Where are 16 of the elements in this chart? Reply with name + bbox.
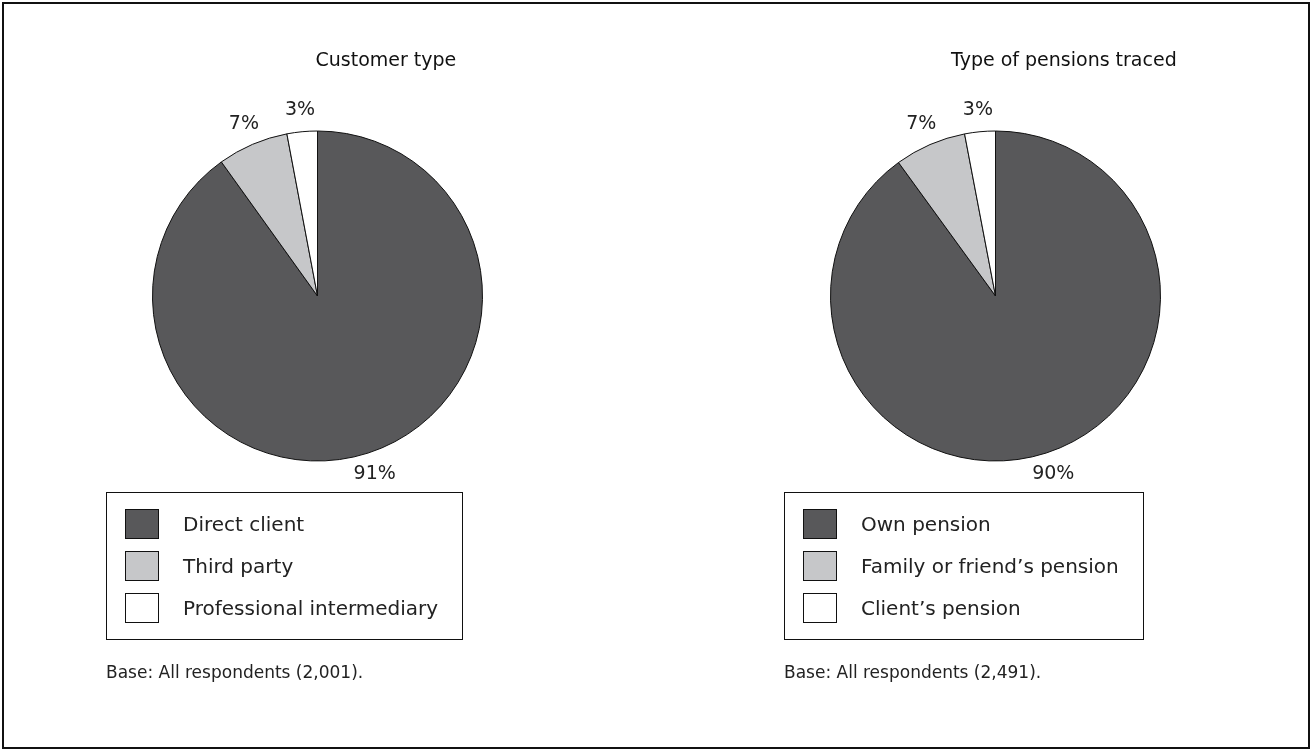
data-label: 7%	[228, 111, 260, 134]
chart-title: Type of pensions traced	[951, 48, 1177, 70]
data-label: 90%	[1032, 460, 1075, 483]
text: Base: All respondents (2,001).	[106, 662, 364, 682]
legend-label: Direct client	[183, 512, 305, 536]
legend-label: Third party	[183, 554, 294, 578]
chart-title: Customer type	[315, 48, 457, 70]
data-label: 91%	[353, 460, 396, 483]
data-label: 3%	[962, 96, 993, 119]
legend-label: Own pension	[861, 512, 991, 536]
data-label: 7%	[906, 111, 937, 134]
legend-label: Family or friend’s pension	[861, 554, 1119, 578]
legend-label: Client’s pension	[861, 596, 1021, 620]
legend-label: Professional intermediary	[183, 596, 439, 620]
data-label: 3%	[285, 96, 316, 119]
text: Base: All respondents (2,491).	[784, 662, 1042, 682]
